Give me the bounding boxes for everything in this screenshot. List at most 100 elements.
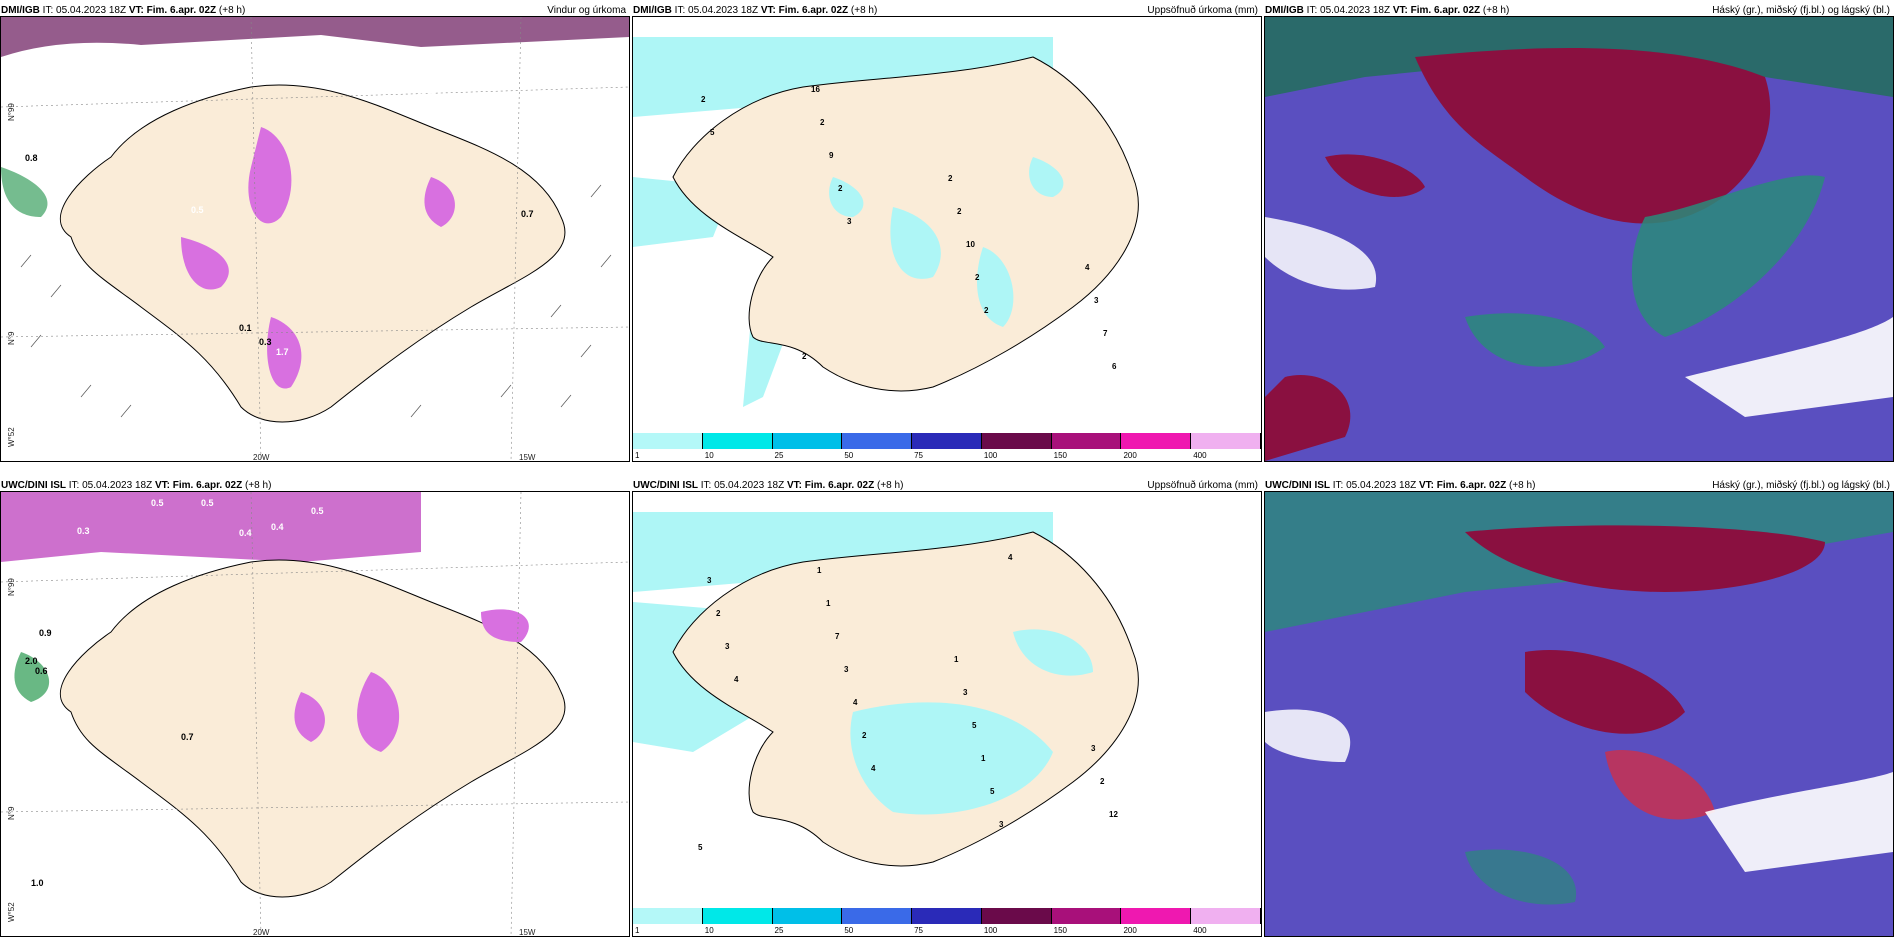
wind-map[interactable]: 0.5 0.5 0.5 0.3 0.4 0.4 0.9 0.6 0.7 1.0 … — [0, 491, 630, 937]
wind-value-label: 0.5 — [191, 205, 204, 215]
lat-label: W°52 — [7, 427, 16, 447]
colorbar-tick-label: 150 — [1053, 926, 1068, 935]
precip-amount-label: 2 — [701, 95, 706, 104]
panel-wind-dmi: DMI/IGB IT: 05.04.2023 18Z VT: Fim. 6.ap… — [0, 0, 630, 462]
precip-amount-label: 4 — [734, 675, 739, 684]
precip-amount-label: 9 — [829, 151, 834, 160]
precip-amount-label: 1 — [954, 655, 959, 664]
valid-label: VT: — [760, 5, 776, 16]
forecast-offset: (+8 h) — [1509, 480, 1536, 491]
precip-amount-label: 2 — [984, 306, 989, 315]
cloud-map-svg — [1265, 492, 1893, 936]
colorbar-tick-label: 25 — [774, 451, 784, 460]
wind-value-label: 0.4 — [361, 63, 374, 73]
wind-value-label: 1.7 — [276, 347, 289, 357]
panel-wind-uwc: UWC/DINI ISL IT: 05.04.2023 18Z VT: Fim.… — [0, 475, 630, 937]
precip-amount-label: 1 — [826, 599, 831, 608]
wind-value-label: 0.4 — [239, 528, 252, 538]
init-time: IT: 05.04.2023 18Z — [42, 5, 127, 16]
valid-time: Fim. 6.apr. 02Z — [1410, 5, 1481, 16]
panel-title: Vindur og úrkoma — [547, 5, 626, 16]
model-name: DMI/IGB — [1, 5, 40, 16]
precip-map-svg — [633, 492, 1261, 936]
cloud-map-svg — [1265, 17, 1893, 461]
precip-amount-label: 2 — [975, 273, 980, 282]
precip-amount-label: 1 — [817, 566, 822, 575]
precip-amount-label: 2 — [716, 609, 721, 618]
wind-value-label: 0.7 — [521, 209, 534, 219]
colorbar-tick-label: 10 — [704, 926, 714, 935]
precip-amount-label: 10 — [966, 240, 975, 249]
wind-value-label: 0.4 — [271, 522, 284, 532]
wind-map[interactable]: 0.4 0.4 0.4 0.4 0.8 0.5 0.7 1.7 0.1 0.3 … — [0, 16, 630, 462]
valid-time: Fim. 6.apr. 02Z — [1436, 480, 1507, 491]
colorbar-segment — [981, 433, 1052, 449]
valid-label: VT: — [128, 5, 144, 16]
precip-amount-label: 5 — [972, 721, 977, 730]
precip-amount-label: 2 — [1100, 777, 1105, 786]
panel-title: Uppsöfnuð úrkoma (mm) — [1147, 480, 1258, 491]
wind-value-label: 2.0 — [25, 656, 38, 666]
wind-value-label: 0.8 — [25, 153, 38, 163]
panel-title: Uppsöfnuð úrkoma (mm) — [1147, 5, 1258, 16]
wind-value-label: 0.4 — [421, 87, 434, 97]
precip-map[interactable]: 1 10 25 50 75 100 150 200 400 5 3 2 2 2 2 6 9 10 7 2 2 3 16 2 4… — [632, 16, 1262, 462]
precip-amount-label: 3 — [725, 642, 730, 651]
forecast-offset: (+8 h) — [218, 5, 246, 16]
precip-amount-label: 12 — [1109, 810, 1118, 819]
panel-header: UWC/DINI ISL IT: 05.04.2023 18Z VT: Fim.… — [632, 479, 1262, 493]
valid-time: Fim. 6.apr. 02Z — [778, 5, 849, 16]
valid-time: Fim. 6.apr. 02Z — [172, 480, 243, 491]
lon-label: 20W — [253, 453, 270, 462]
precip-amount-label: 16 — [811, 85, 820, 94]
colorbar-tick-label: 75 — [914, 926, 924, 935]
panel-precip-uwc: UWC/DINI ISL IT: 05.04.2023 18Z VT: Fim.… — [632, 475, 1262, 937]
lat-label: W°52 — [7, 902, 16, 922]
forecast-offset: (+8 h) — [1482, 5, 1510, 16]
cloud-map[interactable] — [1264, 16, 1894, 462]
model-name: DMI/IGB — [1265, 5, 1304, 16]
precip-amount-label: 4 — [871, 764, 876, 773]
colorbar-segment — [1191, 908, 1261, 924]
wind-value-label: 0.5 — [311, 506, 324, 516]
colorbar-tick-label: 50 — [844, 926, 854, 935]
wind-map-svg — [1, 492, 629, 936]
colorbar-segment — [912, 908, 982, 924]
wind-value-label: 0.7 — [181, 732, 194, 742]
precip-amount-label: 7 — [1103, 329, 1108, 338]
precip-amount-label: 7 — [835, 632, 840, 641]
wind-value-label: 0.3 — [259, 337, 272, 347]
precip-amount-label: 2 — [820, 118, 825, 127]
valid-time: Fim. 6.apr. 02Z — [804, 480, 875, 491]
cloud-map[interactable] — [1264, 491, 1894, 937]
model-name: DMI/IGB — [633, 5, 672, 16]
precip-map[interactable]: 1 10 25 50 75 100 150 200 400 4 4 4 3 2 3 2 4 5 3 3 1 5 7 5 12 1… — [632, 491, 1262, 937]
colorbar-tick-label: 100 — [983, 926, 998, 935]
precip-amount-label: 4 — [1085, 263, 1090, 272]
colorbar-segment — [1191, 433, 1261, 449]
colorbar-segment — [702, 433, 773, 449]
precip-amount-label: 2 — [957, 207, 962, 216]
panel-cloud-uwc: UWC/DINI ISL IT: 05.04.2023 18Z VT: Fim.… — [1264, 475, 1894, 937]
init-time: IT: 05.04.2023 18Z — [1306, 5, 1391, 16]
colorbar-tick-label: 1 — [635, 926, 640, 935]
init-time: IT: 05.04.2023 18Z — [674, 5, 759, 16]
precip-amount-label: 2 — [838, 184, 843, 193]
panel-precip-dmi: DMI/IGB IT: 05.04.2023 18Z VT: Fim. 6.ap… — [632, 0, 1262, 462]
colorbar-segment — [842, 433, 913, 449]
wind-value-label: 0.3 — [77, 526, 90, 536]
precip-amount-label: 3 — [707, 576, 712, 585]
colorbar-tick-label: 75 — [914, 451, 924, 460]
precip-amount-label: 2 — [948, 174, 953, 183]
lon-label: 15W — [519, 453, 536, 462]
colorbar-tick-label: 1 — [635, 451, 640, 460]
forecast-offset: (+8 h) — [850, 5, 878, 16]
colorbar-tick-label: 150 — [1053, 451, 1068, 460]
init-time: IT: 05.04.2023 18Z — [1332, 480, 1417, 491]
lat-label: N°99 — [7, 578, 16, 596]
precip-amount-label: 4 — [853, 698, 858, 707]
precip-amount-label: 3 — [1091, 744, 1096, 753]
valid-time: Fim. 6.apr. 02Z — [146, 5, 217, 16]
precip-amount-label: 5 — [710, 128, 715, 137]
lat-label: N°99 — [7, 103, 16, 121]
